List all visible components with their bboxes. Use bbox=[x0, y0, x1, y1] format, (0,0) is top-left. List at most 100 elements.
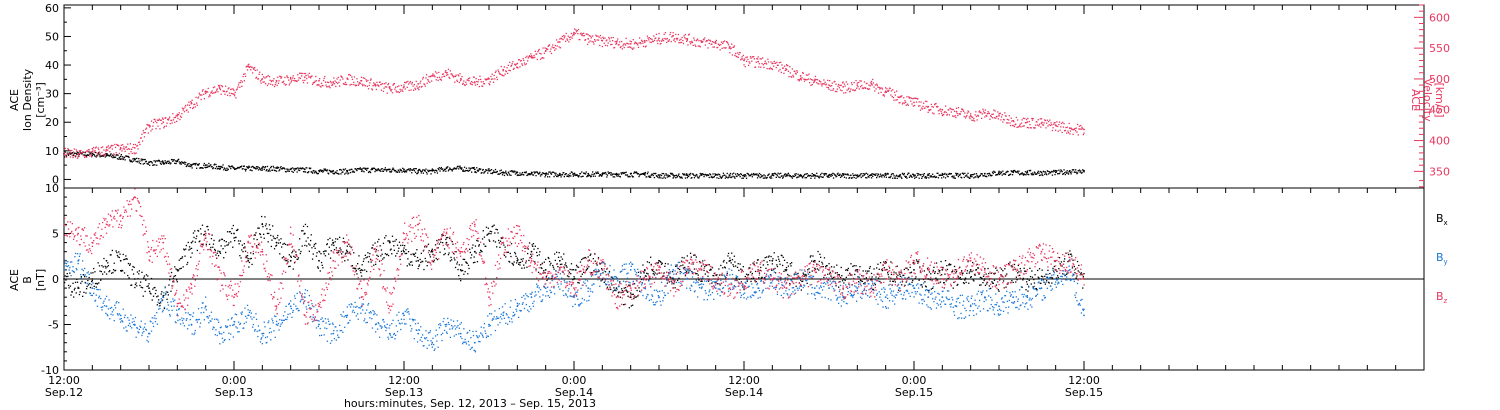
Bx-point bbox=[870, 279, 872, 281]
ion-density-point bbox=[786, 173, 788, 175]
ion-density-point bbox=[684, 177, 687, 179]
Bx-point bbox=[590, 253, 592, 255]
velocity-point-point bbox=[743, 59, 745, 62]
Bx-point bbox=[161, 291, 163, 293]
Bx-point bbox=[783, 259, 786, 261]
Bx-point bbox=[578, 282, 580, 284]
velocity-point bbox=[300, 72, 302, 74]
ion-density-point bbox=[282, 167, 285, 169]
Bx-point bbox=[877, 277, 880, 279]
Bx-point bbox=[811, 270, 813, 272]
Bx-point bbox=[424, 246, 426, 248]
velocity-point bbox=[841, 82, 844, 84]
velocity-point bbox=[478, 85, 480, 88]
Bx-point bbox=[832, 276, 835, 279]
ion-density-point bbox=[800, 175, 802, 177]
velocity-point bbox=[555, 48, 557, 50]
ion-density-point bbox=[930, 176, 932, 178]
ion-density-point bbox=[185, 161, 187, 164]
ion-density-point bbox=[713, 175, 715, 178]
ion-density-point bbox=[922, 173, 924, 176]
ion-density-point bbox=[887, 173, 889, 175]
ion-density-point bbox=[343, 169, 345, 171]
ion-density-point bbox=[729, 172, 732, 175]
velocity-point bbox=[811, 84, 813, 86]
ion-density-point-point bbox=[516, 171, 519, 174]
velocity-point bbox=[409, 82, 411, 84]
ion-density-point bbox=[149, 160, 151, 163]
ion-density-point-point bbox=[983, 172, 986, 175]
Bx-point bbox=[367, 261, 370, 263]
Bx-point bbox=[995, 284, 998, 286]
velocity-point bbox=[348, 73, 350, 76]
Bx-point bbox=[139, 284, 141, 287]
velocity-point bbox=[1060, 126, 1062, 128]
velocity-point bbox=[681, 36, 683, 39]
Bx-point bbox=[202, 244, 204, 246]
Bx-point bbox=[671, 271, 674, 273]
velocity-point bbox=[198, 92, 200, 94]
ion-density-point bbox=[443, 168, 446, 171]
velocity-point bbox=[1000, 119, 1002, 121]
velocity-point bbox=[564, 35, 566, 37]
ion-density-point bbox=[202, 167, 204, 169]
velocity-point-point bbox=[898, 96, 901, 99]
velocity-point bbox=[318, 84, 320, 86]
velocity-point bbox=[303, 72, 305, 75]
ion-density-point bbox=[1049, 172, 1051, 174]
ion-density-point bbox=[501, 171, 503, 174]
Bx-point bbox=[499, 240, 502, 242]
velocity-point-point bbox=[969, 115, 972, 117]
velocity-point bbox=[630, 46, 632, 48]
velocity-point bbox=[528, 55, 531, 57]
ion-density-point bbox=[675, 174, 677, 176]
ion-density-point bbox=[1066, 170, 1068, 172]
velocity-point bbox=[465, 81, 467, 83]
velocity-point bbox=[802, 71, 804, 74]
velocity-point bbox=[67, 148, 70, 151]
velocity-point bbox=[521, 64, 524, 66]
velocity-point bbox=[456, 79, 458, 81]
Bx-point bbox=[471, 247, 473, 249]
top-left-ytick-label: 40 bbox=[45, 59, 59, 72]
ion-density-point bbox=[735, 173, 737, 175]
velocity-point bbox=[503, 66, 506, 68]
Bx-point bbox=[930, 288, 932, 290]
velocity-point-point bbox=[700, 41, 703, 43]
Bx-point bbox=[854, 270, 857, 272]
ion-density-point bbox=[243, 165, 245, 167]
velocity-point bbox=[1019, 125, 1021, 127]
Bx-point bbox=[892, 280, 895, 283]
Bx-point bbox=[1018, 271, 1020, 273]
ion-density-point bbox=[1020, 173, 1023, 175]
velocity-point bbox=[377, 84, 379, 87]
Bx-point bbox=[1022, 277, 1025, 279]
Bx-point bbox=[613, 287, 615, 289]
Bx-point bbox=[1049, 272, 1051, 275]
velocity-point bbox=[668, 40, 670, 42]
ion-density-point bbox=[553, 176, 555, 178]
Bx-point bbox=[214, 249, 216, 252]
ion-density-point bbox=[792, 175, 794, 177]
ion-density-point bbox=[968, 176, 970, 178]
velocity-point bbox=[193, 103, 195, 106]
velocity-point bbox=[92, 149, 94, 151]
velocity-point bbox=[1066, 132, 1068, 134]
velocity-point bbox=[103, 149, 105, 151]
Bx-point bbox=[906, 277, 909, 279]
Bx-point bbox=[351, 265, 354, 267]
ion-density-point bbox=[534, 171, 536, 173]
velocity-point bbox=[308, 76, 310, 78]
ion-density-point bbox=[896, 174, 898, 176]
ion-density-point bbox=[394, 170, 396, 172]
Bx-point bbox=[799, 277, 801, 279]
Bx-point bbox=[151, 299, 153, 301]
Bx-point bbox=[150, 277, 153, 280]
ion-density-point bbox=[140, 158, 142, 160]
ion-density-point bbox=[173, 159, 175, 161]
velocity-point bbox=[844, 85, 846, 87]
velocity-point bbox=[883, 94, 885, 96]
ion-density-point bbox=[601, 174, 603, 176]
velocity-point bbox=[88, 149, 90, 151]
velocity-point bbox=[588, 35, 591, 37]
